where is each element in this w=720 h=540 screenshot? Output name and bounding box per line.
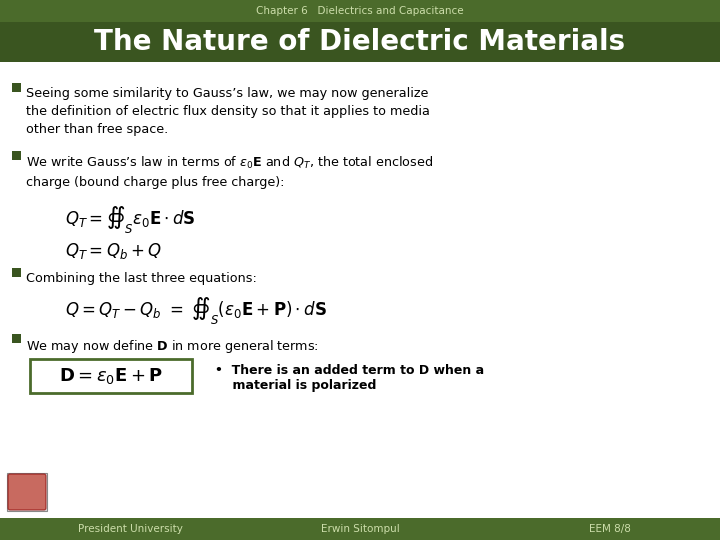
Text: material is polarized: material is polarized xyxy=(215,379,377,392)
Bar xyxy=(0,518,720,540)
Text: $\mathbf{D} = \varepsilon_0\mathbf{E} + \mathbf{P}$: $\mathbf{D} = \varepsilon_0\mathbf{E} + … xyxy=(59,366,163,386)
Text: Seeing some similarity to Gauss’s law, we may now generalize
the definition of e: Seeing some similarity to Gauss’s law, w… xyxy=(26,87,430,136)
Bar xyxy=(12,334,21,342)
Text: President University: President University xyxy=(78,524,182,534)
Text: The Nature of Dielectric Materials: The Nature of Dielectric Materials xyxy=(94,28,626,56)
Text: $Q_T = Q_b + Q$: $Q_T = Q_b + Q$ xyxy=(65,241,162,261)
Text: $Q = Q_T - Q_b \ = \ \oiint_S (\varepsilon_0\mathbf{E} + \mathbf{P})\cdot d\math: $Q = Q_T - Q_b \ = \ \oiint_S (\varepsil… xyxy=(65,295,327,326)
Bar xyxy=(12,83,21,91)
Text: Combining the last three equations:: Combining the last three equations: xyxy=(26,272,257,285)
Text: $Q_T = \oiint_S \varepsilon_0\mathbf{E}\cdot d\mathbf{S}$: $Q_T = \oiint_S \varepsilon_0\mathbf{E}\… xyxy=(65,204,196,235)
Text: •  There is an added term to D when a: • There is an added term to D when a xyxy=(215,363,484,376)
Text: EEM 8/8: EEM 8/8 xyxy=(589,524,631,534)
Text: We write Gauss’s law in terms of $\varepsilon_0\mathbf{E}$ and $Q_T$, the total : We write Gauss’s law in terms of $\varep… xyxy=(26,155,433,189)
Text: Chapter 6   Dielectrics and Capacitance: Chapter 6 Dielectrics and Capacitance xyxy=(256,6,464,16)
FancyBboxPatch shape xyxy=(30,359,192,393)
Bar xyxy=(12,151,21,159)
Bar xyxy=(0,0,720,22)
Text: Erwin Sitompul: Erwin Sitompul xyxy=(320,524,400,534)
FancyBboxPatch shape xyxy=(8,474,46,510)
Text: We may now define $\mathbf{D}$ in more general terms:: We may now define $\mathbf{D}$ in more g… xyxy=(26,338,319,355)
FancyBboxPatch shape xyxy=(7,473,47,511)
Bar xyxy=(12,267,21,276)
Bar xyxy=(0,22,720,62)
